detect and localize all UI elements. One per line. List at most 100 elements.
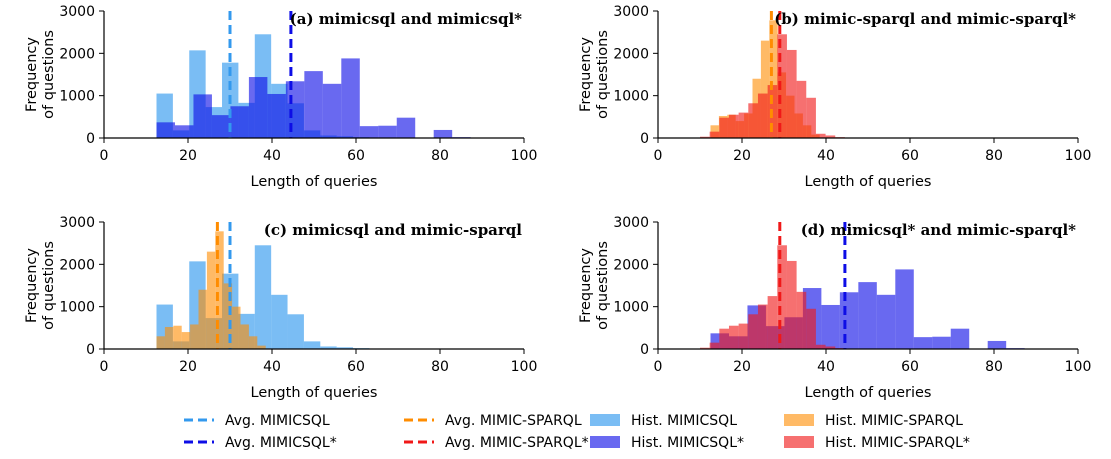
hist-bar-mimic-sparql <box>215 231 224 349</box>
hist-bar-mimicsql-star <box>341 58 360 139</box>
x-tick-label: 0 <box>100 359 109 375</box>
x-tick-label: 60 <box>347 148 365 164</box>
x-tick-label: 80 <box>985 148 1003 164</box>
hist-bar-mimicsql-star <box>322 83 342 138</box>
x-tick-label: 40 <box>817 148 835 164</box>
x-tick-label: 60 <box>901 359 919 375</box>
y-axis-label: Frequencyof questions <box>578 30 611 119</box>
y-axis-label: Frequencyof questions <box>24 241 57 330</box>
hist-bar-mimicsql-star <box>285 81 305 138</box>
legend-item-avg-mimicsql-star: Avg. MIMICSQL* <box>184 435 337 451</box>
x-tick-label: 0 <box>100 148 109 164</box>
hist-bar-mimicsql-star <box>858 282 877 349</box>
legend-item-hist-mimic-sparql: Hist. MIMIC-SPARQL <box>784 413 963 429</box>
hist-bar-mimicsql <box>336 347 354 349</box>
x-tick-label: 0 <box>654 148 663 164</box>
legend-item-avg-mimicsql: Avg. MIMICSQL <box>184 413 330 429</box>
hist-bar-mimic-sparql-star <box>786 49 797 138</box>
y-tick-label: 0 <box>640 131 649 147</box>
x-tick-label: 80 <box>431 359 449 375</box>
hist-bar-mimic-sparql-star <box>825 135 836 138</box>
hist-bar-mimicsql-star <box>433 129 453 138</box>
hist-bar-mimic-sparql-star <box>796 80 807 138</box>
hist-bar-mimic-sparql <box>190 324 199 349</box>
x-tick-label: 60 <box>901 148 919 164</box>
hist-bar-mimicsql <box>320 346 337 349</box>
hist-bar-mimic-sparql-star <box>815 344 826 349</box>
hist-bar-mimic-sparql-star <box>738 112 749 138</box>
hist-bar-mimic-sparql <box>232 306 241 349</box>
y-tick-label: 3000 <box>59 215 95 231</box>
hist-bar-mimicsql-star <box>359 126 379 138</box>
y-tick-label: 2000 <box>59 257 95 273</box>
y-tick-label: 1000 <box>59 300 95 316</box>
hist-bar-mimicsql-star <box>839 292 859 349</box>
legend-swatch-box <box>590 436 620 448</box>
x-tick-label: 80 <box>985 359 1003 375</box>
y-tick-label: 2000 <box>59 46 95 62</box>
hist-bar-mimic-sparql-star <box>786 260 797 349</box>
hist-bar-mimicsql-star <box>396 117 416 138</box>
y-tick-label: 3000 <box>59 4 95 20</box>
legend-item-hist-mimic-sparql-star: Hist. MIMIC-SPARQL* <box>784 435 970 451</box>
chart-panel-3: 0 1000 2000 3000 0 20 40 60 80 100 Length of queri… <box>24 215 537 401</box>
legend-item-hist-mimicsql-star: Hist. MIMICSQL* <box>590 435 744 451</box>
y-tick-label: 0 <box>640 342 649 358</box>
legend-label: Hist. MIMIC-SPARQL* <box>825 435 970 451</box>
x-axis-label: Length of queries <box>251 385 378 401</box>
hist-bar-mimic-sparql-star <box>825 346 836 349</box>
hist-bar-mimic-sparql-star <box>806 97 816 138</box>
hist-bar-mimic-sparql <box>173 325 182 349</box>
legend-label: Hist. MIMICSQL* <box>631 435 744 451</box>
hist-bar-mimicsql-star <box>248 77 268 138</box>
x-tick-label: 20 <box>733 359 751 375</box>
hist-bar-mimic-sparql-star <box>748 314 758 349</box>
y-tick-label: 0 <box>86 342 95 358</box>
y-tick-label: 3000 <box>613 215 649 231</box>
hist-bar-mimic-sparql <box>164 326 174 349</box>
hist-bar-mimicsql <box>287 314 304 349</box>
hist-bar-mimic-sparql-star <box>777 245 787 349</box>
hist-bar-mimic-sparql <box>240 324 249 349</box>
hist-bar-mimicsql <box>303 341 321 349</box>
hist-bar-mimic-sparql-star <box>806 308 816 349</box>
x-tick-label: 40 <box>817 359 835 375</box>
legend-swatch-box <box>590 414 620 426</box>
x-tick-label: 40 <box>263 148 281 164</box>
legend-swatch-box <box>784 414 814 426</box>
y-tick-label: 0 <box>86 131 95 147</box>
panel-title: (a) mimicsql and mimicsql* <box>290 10 523 28</box>
hist-bar-mimic-sparql <box>769 20 778 139</box>
hist-bar-mimicsql-star <box>267 93 286 138</box>
hist-bar-mimic-sparql-star <box>757 93 768 138</box>
hist-bar-mimic-sparql-star <box>738 323 749 349</box>
hist-bar-mimicsql-star <box>876 294 896 349</box>
legend-label: Avg. MIMICSQL <box>225 413 330 429</box>
legend-label: Hist. MIMICSQL <box>631 413 737 429</box>
legend: Avg. MIMICSQL Avg. MIMICSQL* Avg. MIMIC-SP… <box>184 413 970 451</box>
hist-bar-mimic-sparql <box>248 336 258 349</box>
hist-bar-mimic-sparql-star <box>700 347 710 349</box>
legend-item-avg-mimic-sparql: Avg. MIMIC-SPARQL <box>404 413 582 429</box>
hist-bar-mimicsql-star <box>174 125 194 138</box>
hist-bar-mimicsql-star <box>895 269 914 349</box>
y-tick-label: 3000 <box>613 4 649 20</box>
hist-bar-mimic-sparql <box>181 332 191 349</box>
y-axis-label: Frequencyof questions <box>24 30 57 119</box>
x-axis-label: Length of queries <box>805 385 932 401</box>
hist-bar-mimicsql <box>271 294 288 349</box>
x-tick-label: 100 <box>1065 148 1092 164</box>
hist-bar-mimicsql-star <box>193 94 212 138</box>
hist-bar-mimic-sparql-star <box>719 117 729 138</box>
hist-bar-mimicsql-star <box>987 340 1007 349</box>
x-tick-label: 100 <box>511 148 538 164</box>
chart-panel-2: 0 1000 2000 3000 0 20 40 60 80 100 Length of queri… <box>578 4 1091 190</box>
hist-bar-mimicsql-star <box>821 304 840 349</box>
legend-label: Avg. MIMIC-SPARQL* <box>445 435 589 451</box>
hist-bar-mimicsql-star <box>378 125 397 138</box>
legend-label: Hist. MIMIC-SPARQL <box>825 413 963 429</box>
hist-bar-mimic-sparql <box>206 251 216 349</box>
hist-bar-mimicsql-star <box>211 115 231 138</box>
x-tick-label: 20 <box>179 359 197 375</box>
